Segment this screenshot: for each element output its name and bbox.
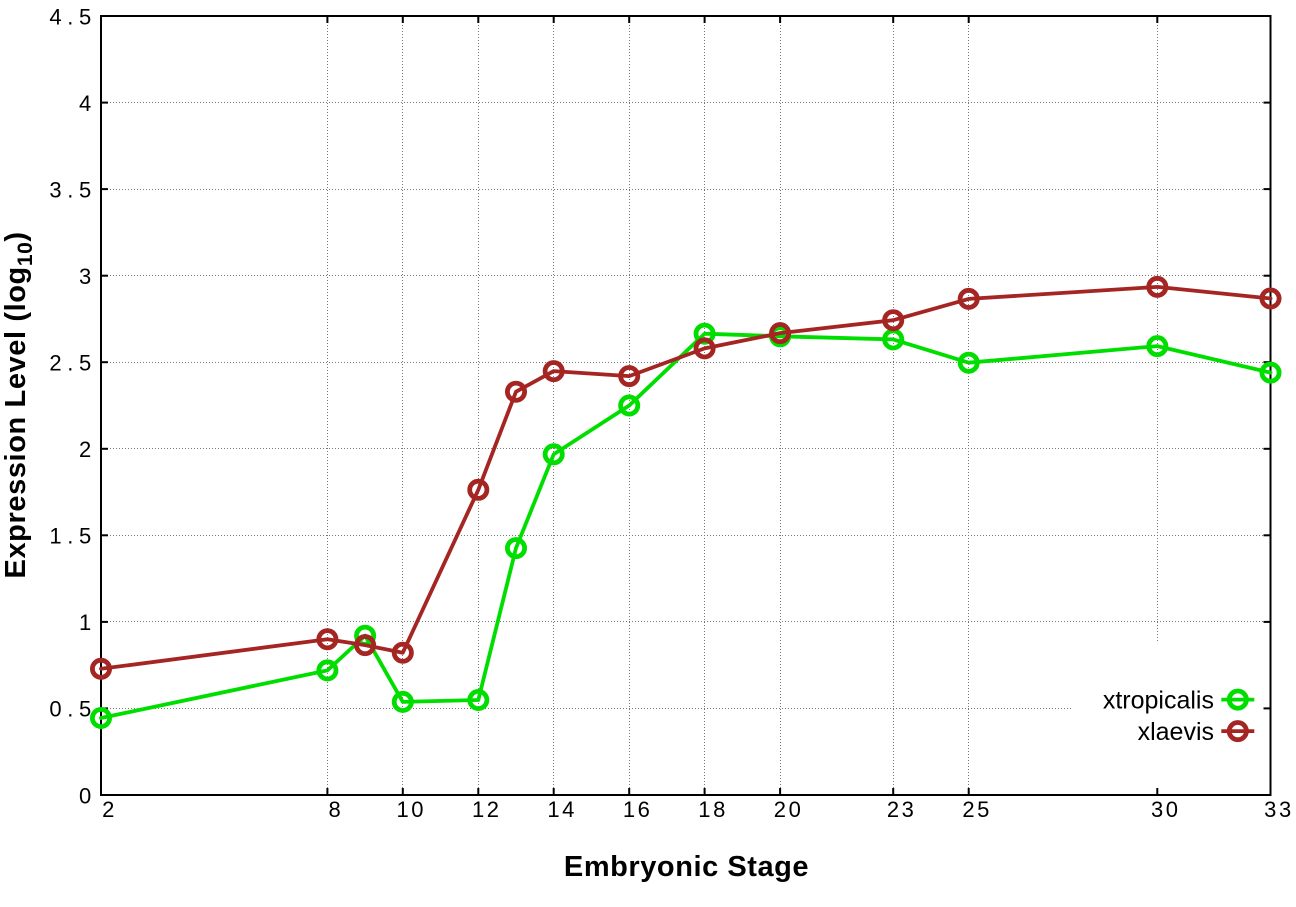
svg-text:.: . xyxy=(67,4,73,29)
svg-text:1: 1 xyxy=(79,610,91,635)
svg-text:0: 0 xyxy=(1166,797,1178,822)
svg-text:5: 5 xyxy=(79,524,91,549)
svg-text:4: 4 xyxy=(562,797,574,822)
svg-text:.: . xyxy=(67,697,73,722)
svg-text:1: 1 xyxy=(623,797,635,822)
svg-text:0: 0 xyxy=(411,797,423,822)
svg-text:Embryonic Stage: Embryonic Stage xyxy=(564,851,809,883)
svg-text:2: 2 xyxy=(962,797,974,822)
svg-text:5: 5 xyxy=(79,177,91,202)
svg-text:xlaevis: xlaevis xyxy=(1138,718,1214,746)
svg-text:6: 6 xyxy=(638,797,650,822)
svg-text:2: 2 xyxy=(887,797,899,822)
svg-text:5: 5 xyxy=(79,4,91,29)
svg-text:Expression Level (log10): Expression Level (log10) xyxy=(0,231,37,578)
svg-text:.: . xyxy=(67,351,73,376)
svg-text:4: 4 xyxy=(49,4,61,29)
svg-text:2: 2 xyxy=(49,351,61,376)
svg-text:3: 3 xyxy=(1264,797,1276,822)
svg-text:8: 8 xyxy=(713,797,725,822)
svg-text:0: 0 xyxy=(79,783,91,808)
svg-text:2: 2 xyxy=(487,797,499,822)
svg-text:3: 3 xyxy=(49,177,61,202)
svg-text:3: 3 xyxy=(902,797,914,822)
svg-text:1: 1 xyxy=(396,797,408,822)
svg-text:3: 3 xyxy=(1279,797,1291,822)
svg-text:1: 1 xyxy=(547,797,559,822)
svg-text:2: 2 xyxy=(79,437,91,462)
svg-text:1: 1 xyxy=(698,797,710,822)
svg-text:.: . xyxy=(67,177,73,202)
svg-text:0: 0 xyxy=(789,797,801,822)
svg-text:xtropicalis: xtropicalis xyxy=(1103,687,1214,715)
svg-text:5: 5 xyxy=(79,697,91,722)
svg-text:3: 3 xyxy=(1151,797,1163,822)
svg-text:.: . xyxy=(67,524,73,549)
svg-text:2: 2 xyxy=(774,797,786,822)
svg-text:0: 0 xyxy=(49,697,61,722)
svg-text:3: 3 xyxy=(79,264,91,289)
svg-text:1: 1 xyxy=(49,524,61,549)
svg-text:5: 5 xyxy=(977,797,989,822)
svg-text:8: 8 xyxy=(328,797,340,822)
svg-text:2: 2 xyxy=(102,797,114,822)
svg-text:1: 1 xyxy=(472,797,484,822)
svg-text:5: 5 xyxy=(79,351,91,376)
svg-text:4: 4 xyxy=(79,91,91,116)
